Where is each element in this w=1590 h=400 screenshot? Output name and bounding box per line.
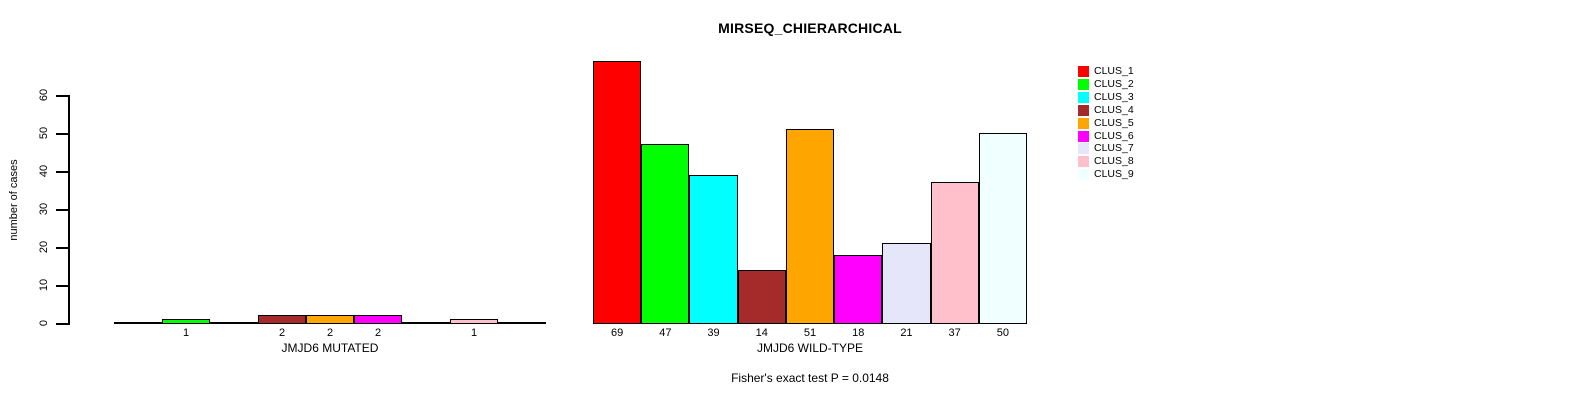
annotation-fisher-test: Fisher's exact test P = 0.0148 bbox=[731, 371, 889, 385]
bar-value-label-CLUS_9: 50 bbox=[996, 327, 1009, 339]
legend-swatch-CLUS_8 bbox=[1078, 156, 1089, 168]
y-tick-mark bbox=[56, 209, 68, 211]
legend-label-CLUS_3: CLUS_3 bbox=[1094, 90, 1134, 103]
legend-label-CLUS_5: CLUS_5 bbox=[1094, 116, 1134, 129]
bar-value-label-CLUS_7: 21 bbox=[900, 327, 913, 339]
bar-value-label-CLUS_4: 14 bbox=[755, 327, 768, 339]
y-tick-label: 50 bbox=[38, 126, 50, 140]
y-tick-label: 20 bbox=[38, 240, 50, 254]
bar-value-label-CLUS_6: 18 bbox=[852, 327, 865, 339]
legend-label-CLUS_6: CLUS_6 bbox=[1094, 129, 1134, 142]
y-tick-label: 40 bbox=[38, 164, 50, 178]
y-tick-label: 0 bbox=[38, 319, 50, 327]
bar-CLUS_4 bbox=[258, 315, 306, 324]
y-tick-label: 60 bbox=[38, 88, 50, 102]
bar-value-label-CLUS_5: 51 bbox=[803, 327, 817, 339]
y-axis-label: number of cases bbox=[8, 159, 20, 241]
bar-value-label-CLUS_5: 2 bbox=[326, 327, 334, 339]
legend-label-CLUS_4: CLUS_4 bbox=[1094, 103, 1134, 116]
bar-CLUS_7 bbox=[882, 243, 931, 324]
bar-value-label-CLUS_3: 39 bbox=[707, 327, 720, 339]
bar-value-label-CLUS_1: 69 bbox=[610, 327, 624, 339]
legend-label-CLUS_1: CLUS_1 bbox=[1094, 65, 1134, 77]
y-tick-mark bbox=[56, 171, 68, 173]
y-axis-line bbox=[68, 95, 70, 325]
legend-label-CLUS_2: CLUS_2 bbox=[1094, 77, 1134, 90]
bar-value-label-CLUS_2: 1 bbox=[182, 327, 190, 339]
bar-CLUS_6 bbox=[354, 315, 402, 324]
bar-CLUS_9 bbox=[978, 133, 1027, 324]
bar-CLUS_8 bbox=[930, 182, 979, 324]
bar-CLUS_4 bbox=[737, 269, 786, 324]
y-tick-mark bbox=[56, 95, 68, 97]
bar-CLUS_3 bbox=[689, 174, 738, 324]
legend-label-CLUS_9: CLUS_9 bbox=[1094, 168, 1134, 181]
bar-CLUS_1 bbox=[593, 60, 642, 324]
chart-title: MIRSEQ_CHIERARCHICAL bbox=[718, 20, 902, 36]
bar-CLUS_2 bbox=[162, 319, 210, 324]
bar-CLUS_2 bbox=[641, 144, 690, 324]
y-tick-label: 10 bbox=[38, 278, 50, 292]
y-tick-mark bbox=[56, 285, 68, 287]
legend-swatch-CLUS_2 bbox=[1078, 78, 1089, 90]
y-tick-label: 30 bbox=[38, 202, 50, 216]
bar-value-label-CLUS_2: 47 bbox=[659, 327, 672, 339]
y-tick-mark bbox=[56, 323, 68, 325]
legend-swatch-CLUS_1 bbox=[1078, 66, 1089, 77]
legend-swatch-CLUS_7 bbox=[1078, 143, 1089, 155]
bar-value-label-CLUS_8: 37 bbox=[948, 327, 961, 339]
y-tick-mark bbox=[56, 247, 68, 249]
legend-swatch-CLUS_4 bbox=[1078, 104, 1089, 116]
bar-CLUS_8 bbox=[450, 319, 498, 324]
bar-value-label-CLUS_4: 2 bbox=[278, 327, 286, 339]
legend-swatch-CLUS_3 bbox=[1078, 91, 1089, 103]
bar-CLUS_5 bbox=[306, 315, 354, 324]
bar-CLUS_5 bbox=[785, 129, 835, 324]
legend-swatch-CLUS_5 bbox=[1078, 117, 1089, 129]
legend-swatch-CLUS_6 bbox=[1078, 130, 1089, 142]
y-tick-mark bbox=[56, 133, 68, 135]
x-axis-label-wild-type: JMJD6 WILD-TYPE bbox=[756, 341, 863, 355]
bar-value-label-CLUS_6: 2 bbox=[374, 327, 382, 339]
x-axis-label-mutated: JMJD6 MUTATED bbox=[281, 341, 379, 355]
legend-label-CLUS_7: CLUS_7 bbox=[1094, 142, 1134, 155]
legend-label-CLUS_8: CLUS_8 bbox=[1094, 155, 1134, 168]
bar-CLUS_6 bbox=[834, 254, 883, 324]
bar-value-label-CLUS_8: 1 bbox=[470, 327, 478, 339]
legend-swatch-CLUS_9 bbox=[1078, 169, 1089, 181]
